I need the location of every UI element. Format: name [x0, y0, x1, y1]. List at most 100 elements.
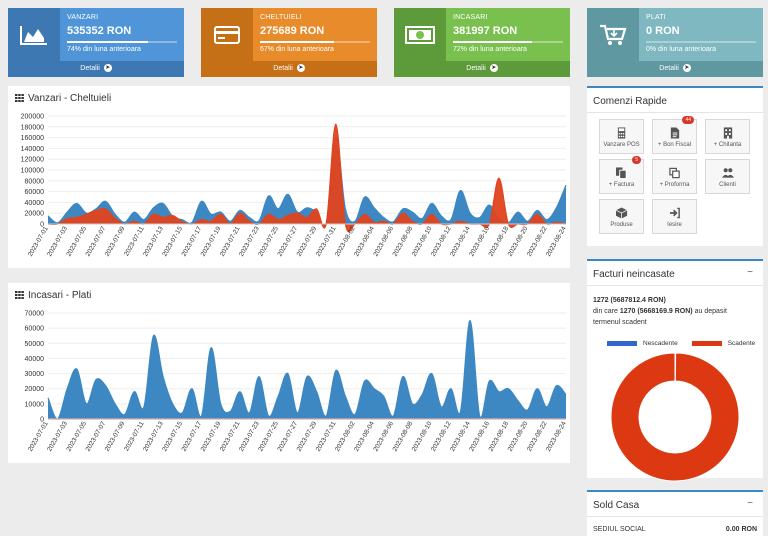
series-area-0	[48, 320, 566, 420]
unpaid-invoices-panel: Facturi neincasate − 1272 (5687812.4 RON…	[587, 259, 763, 482]
quick-btn-bon-fiscal[interactable]: + Bon Fiscal 44	[652, 116, 697, 154]
kpi-value: 381997 RON	[453, 25, 518, 37]
y-tick-label: 100000	[21, 168, 44, 175]
details-label: Detalii	[80, 65, 100, 72]
series-line-0	[47, 136, 567, 228]
kpi-value: 535352 RON	[67, 25, 132, 37]
quick-btn-label: + Factura	[608, 182, 635, 188]
quick-btn-label: + Bon Fiscal	[657, 142, 692, 148]
grid-icon	[15, 291, 24, 299]
kpi-title: PLATI	[646, 14, 666, 21]
sign-out-icon	[669, 207, 680, 219]
arrow-right-icon: ➤	[489, 64, 498, 73]
kpi-card-cheltuieli: CHELTUIELI 275689 RON 67% din luna anterio…	[201, 8, 377, 77]
quick-btn-vanzare-pos[interactable]: Vanzare POS	[599, 119, 644, 154]
cash-location-label: SEDIUL SOCIAL	[593, 526, 646, 533]
series-area-1	[48, 124, 566, 232]
unpaid-invoices-title: Facturi neincasate	[593, 269, 675, 280]
kpi-progress-fill	[67, 41, 149, 43]
arrow-right-icon: ➤	[103, 64, 112, 73]
quick-btn-iesire[interactable]: Iesire	[652, 199, 697, 234]
quick-commands-title: Comenzi Rapide	[593, 96, 667, 107]
divider	[587, 285, 763, 286]
quick-btn-factura[interactable]: + Factura 5	[599, 156, 644, 194]
kpi-progress	[67, 41, 177, 43]
unpaid-overdue-line: din care 1270 (5668169.9 RON) au depasit	[593, 306, 758, 317]
pie-legend: Nescadente Scadente	[607, 340, 755, 347]
grid-icon	[15, 94, 24, 102]
y-tick-label: 0	[40, 222, 44, 229]
quick-btn-label: + Proforma	[659, 182, 690, 188]
quick-btn-label: Vanzare POS	[603, 142, 640, 148]
y-tick-label: 80000	[25, 178, 45, 185]
invoice-icon	[615, 167, 627, 179]
y-tick-label: 140000	[21, 146, 44, 153]
quick-btn-proforma[interactable]: + Proforma	[652, 159, 697, 194]
unpaid-prefix: din care	[593, 308, 618, 315]
kpi-subtitle: 74% din luna anterioara	[67, 46, 141, 53]
chart1-title: Vanzari - Cheltuieli	[28, 93, 112, 104]
x-tick-label: 2023-08-24	[545, 420, 568, 453]
details-label: Detalii	[273, 65, 293, 72]
unpaid-suffix: au depasit	[694, 308, 727, 315]
series-line-0	[47, 319, 567, 420]
cash-balance-title: Sold Casa	[593, 500, 640, 511]
area-chart-icon	[8, 8, 60, 61]
arrow-right-icon: ➤	[296, 64, 305, 73]
collapse-button[interactable]: −	[747, 498, 753, 509]
quick-btn-label: Iesire	[667, 222, 682, 228]
calculator-icon	[617, 127, 625, 139]
y-tick-label: 160000	[21, 135, 44, 142]
kpi-body: CHELTUIELI 275689 RON 67% din luna anterio…	[201, 8, 377, 61]
kpi-title: VANZARI	[67, 14, 99, 21]
kpi-body: INCASARI 381997 RON 72% din luna anterioar…	[394, 8, 570, 61]
y-tick-label: 60000	[25, 326, 45, 333]
unpaid-overdue: 1270 (5668169.9 RON)	[619, 308, 693, 315]
y-tick-label: 10000	[25, 401, 45, 408]
y-tick-label: 120000	[21, 157, 44, 164]
quick-btn-clienti[interactable]: Clienti	[705, 159, 750, 194]
quick-btn-label: + Chitanta	[713, 142, 742, 148]
money-icon	[394, 8, 446, 61]
kpi-subtitle: 67% din luna anterioara	[260, 46, 334, 53]
kpi-value: 275689 RON	[260, 25, 325, 37]
copy-icon	[668, 167, 680, 179]
y-tick-label: 180000	[21, 124, 44, 131]
cube-icon	[615, 207, 627, 219]
y-tick-label: 70000	[25, 311, 45, 318]
donut-slice-scadente	[610, 352, 740, 482]
kpi-progress-fill	[453, 41, 533, 43]
building-icon	[723, 127, 732, 139]
divider	[587, 112, 763, 113]
quick-btn-chitanta[interactable]: + Chitanta	[705, 119, 750, 154]
kpi-card-incasari: INCASARI 381997 RON 72% din luna anterioar…	[394, 8, 570, 77]
kpi-progress	[260, 41, 370, 43]
receipts-payments-panel: Incasari - Plati 0 10000 20000 30000 40000 50…	[8, 283, 570, 463]
credit-card-icon	[201, 8, 253, 61]
collapse-button[interactable]: −	[747, 267, 753, 278]
details-label: Detalii	[659, 65, 679, 72]
details-link[interactable]: Detalii ➤	[587, 61, 763, 77]
receipt-icon	[670, 127, 679, 139]
details-link[interactable]: Detalii ➤	[394, 61, 570, 77]
users-icon	[721, 168, 734, 178]
quick-btn-produse[interactable]: Produse	[599, 199, 644, 234]
kpi-body: VANZARI 535352 RON 74% din luna anterioara	[8, 8, 184, 61]
kpi-progress-fill	[260, 41, 334, 43]
x-tick-label: 2023-08-24	[545, 225, 568, 258]
count-badge: 5	[632, 156, 641, 164]
kpi-progress	[646, 41, 756, 43]
kpi-value: 0 RON	[646, 25, 680, 37]
y-tick-label: 20000	[25, 211, 45, 218]
details-label: Detalii	[466, 65, 486, 72]
quick-commands-panel: Comenzi Rapide Vanzare POS + Bon Fiscal 44…	[587, 86, 763, 246]
details-link[interactable]: Detalii ➤	[201, 61, 377, 77]
y-tick-label: 40000	[25, 356, 45, 363]
details-link[interactable]: Detalii ➤	[8, 61, 184, 77]
kpi-card-vanzari: VANZARI 535352 RON 74% din luna anterioara…	[8, 8, 184, 77]
y-tick-label: 30000	[25, 371, 45, 378]
legend-swatch-scadente	[691, 341, 722, 346]
kpi-card-plati: PLATI 0 RON 0% din luna anterioara Detalii …	[587, 8, 763, 77]
chart2-title: Incasari - Plati	[28, 290, 92, 301]
y-tick-label: 20000	[25, 386, 45, 393]
